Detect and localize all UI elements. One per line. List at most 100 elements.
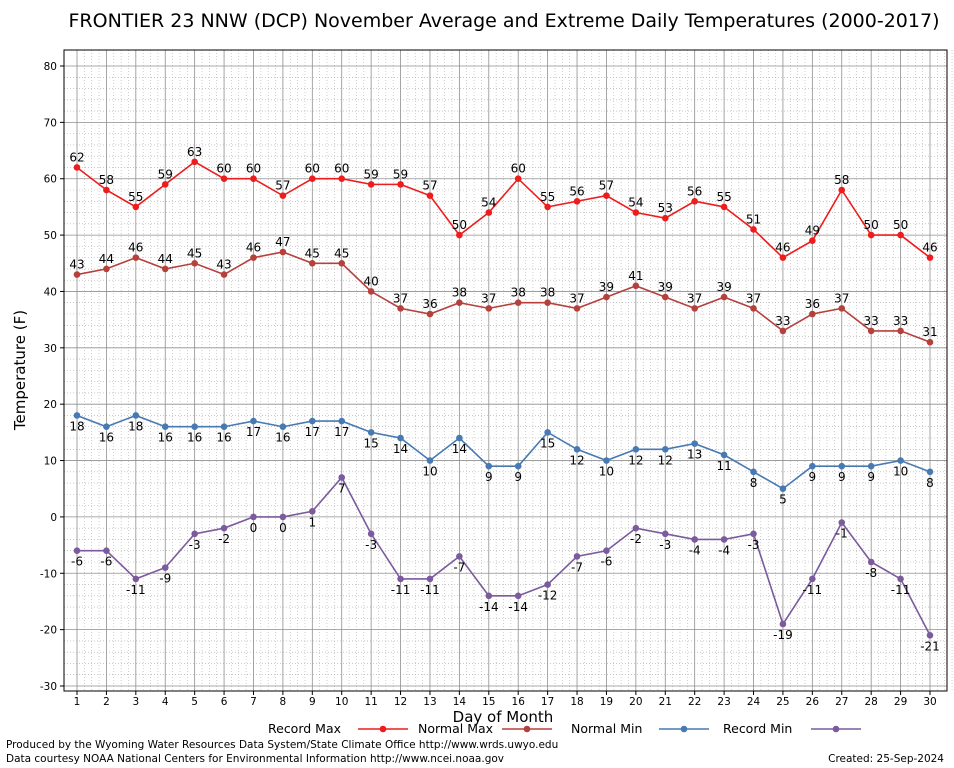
data-label: 16: [99, 431, 114, 445]
data-point: [779, 327, 787, 335]
data-label: 18: [69, 419, 84, 433]
data-label: 59: [393, 167, 408, 181]
data-label: 54: [481, 196, 496, 210]
data-label: 58: [834, 173, 849, 187]
data-point: [867, 558, 875, 566]
data-label: 56: [687, 184, 702, 198]
legend-marker: [832, 725, 840, 733]
data-label: 55: [128, 190, 143, 204]
data-point: [279, 248, 287, 256]
data-label: 56: [569, 184, 584, 198]
data-label: 13: [687, 448, 702, 462]
legend-item: Normal Min: [571, 721, 709, 736]
data-label: 55: [716, 190, 731, 204]
data-label: 33: [864, 314, 879, 328]
data-label: 58: [99, 173, 114, 187]
x-tick-label: 30: [923, 696, 936, 708]
x-tick-label: 4: [162, 696, 169, 708]
data-label: -12: [538, 589, 558, 603]
data-label: 59: [158, 167, 173, 181]
x-tick-label: 28: [864, 696, 877, 708]
series-normal-min: 18 16 18 16 16 16 17 16 17 17 15 14 10 14 9 9 15 12 10 12 12…: [69, 412, 934, 507]
y-tick-label: 60: [44, 174, 57, 186]
data-label: 12: [569, 453, 584, 467]
data-label: 9: [514, 470, 522, 484]
data-label: 63: [187, 145, 202, 159]
data-label: 37: [393, 291, 408, 305]
data-point: [897, 575, 904, 583]
data-label: 37: [746, 291, 761, 305]
data-label: 43: [216, 258, 231, 272]
data-label: 46: [922, 241, 937, 255]
x-axis-ticks: 1 2 3 4 5 6 7 8 9 10 11 12 13 14 15 16 17 18 19 20 21 22 23 24 2…: [74, 691, 937, 708]
x-tick-label: 5: [191, 696, 198, 708]
data-label: 11: [716, 459, 731, 473]
data-point: [309, 259, 316, 267]
legend-label: Normal Max: [418, 721, 493, 736]
data-point: [220, 423, 228, 431]
legend-marker: [680, 725, 688, 733]
x-tick-label: 27: [835, 696, 848, 708]
y-tick-label: 40: [44, 286, 57, 298]
minor-gridlines: [64, 50, 953, 691]
x-tick-label: 11: [364, 696, 377, 708]
data-point: [720, 293, 728, 301]
data-label: 36: [805, 297, 820, 311]
data-point: [161, 423, 169, 431]
data-label: -11: [420, 583, 440, 597]
data-label: 45: [305, 246, 320, 260]
data-point: [544, 429, 551, 436]
data-point: [514, 592, 522, 600]
data-point: [191, 530, 198, 538]
data-point: [838, 305, 846, 312]
data-point: [926, 254, 934, 261]
data-label: 57: [599, 179, 614, 193]
data-label: -11: [891, 583, 911, 597]
data-label: 37: [687, 291, 702, 305]
data-point: [103, 186, 110, 194]
data-label: -3: [659, 538, 671, 552]
data-point: [191, 158, 198, 166]
data-point: [397, 434, 404, 442]
data-label: 55: [540, 190, 555, 204]
series-line: [76, 251, 931, 343]
data-point: [720, 203, 728, 211]
data-label: -11: [803, 583, 823, 597]
data-point: [132, 203, 140, 211]
data-point: [397, 305, 404, 312]
data-point: [661, 214, 669, 222]
x-tick-label: 6: [221, 696, 228, 708]
data-point: [367, 181, 375, 188]
data-point: [514, 299, 522, 307]
data-label: 0: [279, 521, 287, 535]
data-point: [603, 457, 610, 464]
data-point: [73, 164, 81, 171]
data-label: 44: [99, 252, 114, 266]
data-label: 45: [334, 246, 349, 260]
data-point: [897, 457, 904, 464]
y-tick-label: -30: [40, 681, 57, 693]
data-label: 57: [275, 179, 290, 193]
data-label: 60: [511, 162, 526, 176]
data-point: [250, 254, 257, 261]
x-tick-label: 8: [280, 696, 287, 708]
data-point: [750, 305, 757, 312]
data-label: 37: [569, 291, 584, 305]
data-point: [73, 547, 81, 555]
series-line: [77, 476, 931, 636]
data-point: [132, 412, 140, 419]
data-label: -21: [920, 639, 940, 653]
data-label: 1: [308, 515, 316, 529]
data-point: [573, 553, 581, 560]
y-axis-label: Temperature (F): [11, 310, 29, 431]
created-date: Created: 25-Sep-2024: [828, 753, 944, 765]
data-point: [485, 305, 493, 312]
legend-label: Record Max: [268, 721, 341, 736]
data-point: [161, 265, 169, 273]
data-point: [632, 209, 640, 216]
credit-line-2: Data courtesy NOAA National Centers for …: [6, 753, 504, 765]
data-point: [603, 547, 610, 555]
data-point: [603, 293, 610, 301]
data-point: [485, 592, 493, 600]
